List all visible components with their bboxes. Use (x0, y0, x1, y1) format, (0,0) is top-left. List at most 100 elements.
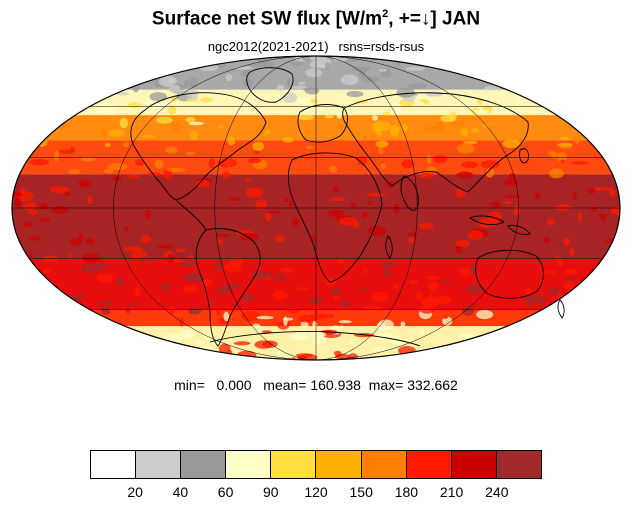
flux-patch (298, 314, 316, 323)
flux-patch (424, 125, 439, 133)
flux-patch (218, 125, 224, 129)
flux-patch (141, 134, 155, 138)
flux-patch (116, 277, 125, 287)
flux-patch (490, 201, 502, 208)
flux-patch (145, 209, 151, 220)
flux-patch (80, 263, 100, 274)
flux-patch (359, 68, 366, 78)
subtitle-run: ngc2012(2021-2021) (207, 39, 329, 54)
flux-patch (545, 270, 557, 274)
flux-patch (156, 116, 173, 124)
flux-patch (50, 206, 69, 214)
flux-patch (502, 139, 521, 148)
flux-patch (366, 200, 373, 205)
flux-patch (378, 146, 384, 155)
flux-patch (160, 282, 170, 292)
flux-patch (458, 333, 475, 339)
flux-patch (578, 212, 583, 223)
flux-patch (266, 210, 282, 214)
flux-patch (63, 191, 71, 196)
flux-patch (476, 309, 494, 320)
flux-patch (305, 68, 323, 78)
flux-patch (282, 317, 294, 321)
flux-patch (138, 256, 159, 262)
flux-patch (605, 238, 618, 244)
flux-patch (241, 310, 261, 321)
flux-patch (69, 238, 81, 246)
flux-patch (466, 284, 484, 294)
flux-patch (484, 85, 500, 91)
flux-patch (380, 163, 386, 170)
flux-patch (188, 121, 204, 126)
flux-patch (276, 84, 285, 91)
flux-patch (587, 187, 595, 195)
flux-patch (250, 270, 269, 280)
flux-patch (563, 277, 576, 282)
flux-patch (217, 158, 237, 168)
flux-patch (378, 319, 394, 330)
flux-patch (325, 115, 334, 119)
flux-patch (80, 157, 96, 162)
flux-patch (341, 74, 359, 86)
flux-patch (69, 294, 86, 301)
flux-patch (546, 288, 561, 295)
meridian-line (113, 55, 317, 361)
flux-patch (321, 313, 334, 319)
colorbar-tick-label: 150 (349, 484, 373, 500)
flux-patch (593, 187, 614, 191)
graticule (12, 55, 620, 361)
flux-patch (338, 320, 352, 324)
flux-patch (316, 107, 325, 111)
flux-patch (29, 159, 49, 166)
flux-patch (425, 276, 440, 280)
flux-patch (319, 331, 324, 342)
flux-patch (124, 226, 129, 232)
flux-patch (86, 238, 95, 246)
flux-patch (456, 143, 475, 154)
flux-patch (600, 216, 606, 222)
flux-patch (555, 204, 571, 211)
flux-patch (284, 197, 289, 203)
flux-patch (185, 117, 196, 123)
flux-patch (128, 102, 142, 108)
flux-patch (20, 187, 25, 194)
flux-patch (253, 150, 260, 154)
colorbar-swatch-6 (316, 451, 362, 478)
flux-patch (154, 159, 164, 169)
flux-patch (147, 172, 161, 177)
flux-patch (336, 259, 345, 265)
asia-outline (342, 92, 529, 193)
flux-patch (183, 273, 204, 280)
flux-patch (215, 260, 225, 271)
flux-patch (54, 150, 60, 162)
flux-patch (448, 111, 457, 122)
flux-patch (393, 203, 400, 214)
flux-patch (332, 185, 339, 193)
flux-patch (49, 186, 70, 194)
flux-patch (135, 158, 145, 167)
flux-patch (361, 212, 368, 218)
flux-patch (168, 305, 176, 315)
flux-patch (371, 115, 378, 121)
flux-patch (396, 87, 416, 98)
flux-patch (156, 244, 175, 249)
flux-patch (366, 192, 386, 197)
flux-patch (166, 167, 186, 172)
flux-patch (474, 109, 490, 114)
flux-patch (525, 294, 534, 305)
flux-patch (227, 136, 236, 146)
flux-patch (298, 97, 314, 105)
flux-patch (310, 98, 319, 104)
flux-patch (529, 296, 548, 304)
flux-patch (420, 98, 428, 103)
flux-patch (225, 74, 233, 82)
flux-patch (223, 311, 230, 322)
flux-patch (96, 109, 115, 114)
flux-patch (371, 123, 385, 133)
flux-patch (100, 307, 111, 315)
flux-patch (42, 269, 51, 273)
title-superscript: 2 (382, 8, 389, 20)
flux-patch (442, 315, 449, 319)
flux-patch (433, 155, 448, 163)
flux-patch (277, 350, 283, 360)
